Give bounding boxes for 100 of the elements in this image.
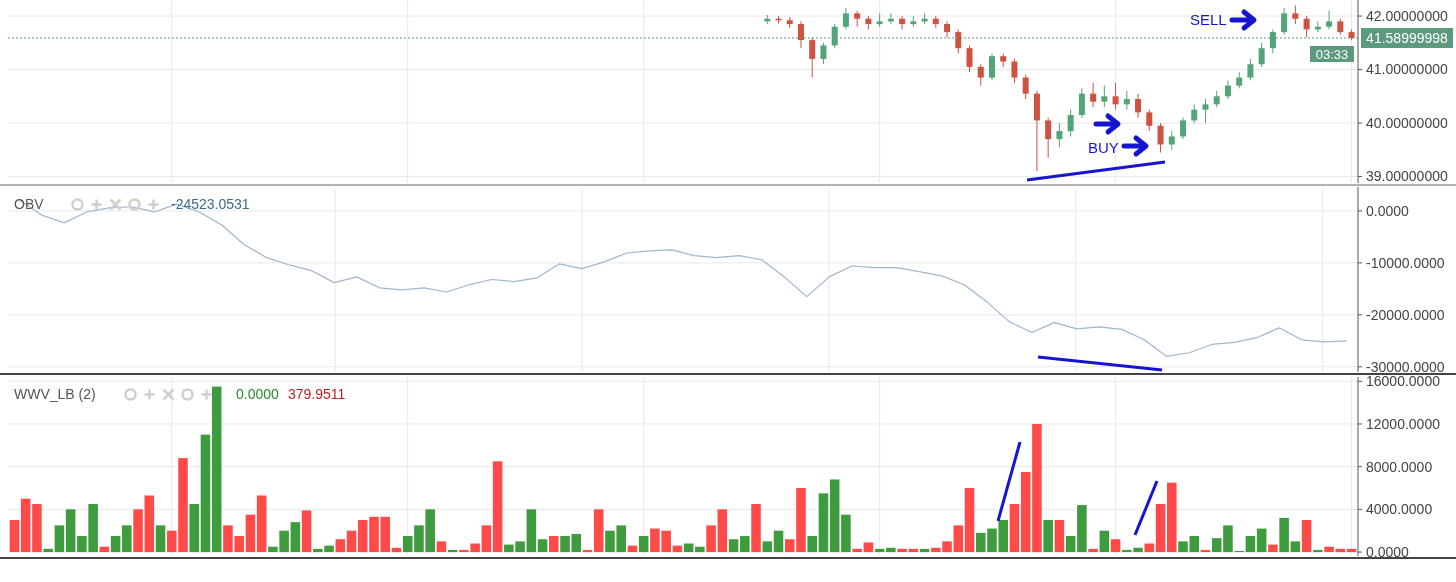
bar — [54, 525, 65, 553]
annotation: 0.0000 — [236, 386, 280, 402]
bar — [20, 498, 31, 553]
bar — [1054, 520, 1065, 553]
bar — [133, 509, 143, 553]
bar — [1279, 517, 1289, 553]
bar — [526, 509, 537, 553]
bar — [1313, 549, 1323, 553]
bar — [1077, 505, 1087, 553]
bar — [863, 542, 874, 553]
candlestick — [1326, 10, 1333, 30]
candlestick — [1168, 130, 1175, 151]
bar — [1032, 423, 1042, 553]
bar — [549, 536, 559, 553]
bar — [43, 548, 53, 553]
text: OBV — [14, 196, 45, 212]
candlestick — [899, 15, 906, 30]
candlestick — [1303, 15, 1310, 38]
bar — [773, 530, 784, 553]
bar — [245, 514, 256, 553]
bar — [1155, 504, 1166, 553]
candlestick — [1146, 109, 1153, 132]
bar — [346, 530, 357, 553]
bar — [1009, 504, 1020, 553]
bar — [740, 536, 750, 553]
candlestick — [842, 7, 849, 30]
bar — [1020, 472, 1031, 553]
candlestick — [944, 20, 951, 38]
bar — [1211, 538, 1222, 553]
bar — [402, 536, 413, 553]
bar — [144, 495, 155, 553]
candlestick — [1135, 93, 1142, 119]
bar — [335, 539, 346, 553]
bar — [492, 461, 503, 553]
candlestick — [1011, 58, 1018, 84]
bar — [762, 541, 773, 553]
annotation: 379.9511 — [288, 386, 346, 402]
bar — [200, 434, 211, 553]
candlestick — [1180, 117, 1186, 140]
y-tick-label: 0.0000 — [1366, 543, 1410, 560]
bar — [447, 549, 458, 553]
y-tick-label: -30000.0000 — [1366, 358, 1445, 375]
bar — [155, 525, 166, 553]
candlestick — [966, 44, 973, 73]
bar — [110, 536, 121, 553]
bar — [1099, 530, 1110, 553]
candlestick — [809, 36, 816, 79]
y-tick-label: 12000.0000 — [1366, 415, 1441, 432]
y-tick-label: 40.00000000 — [1366, 114, 1448, 131]
bar — [751, 504, 761, 553]
candlestick — [1191, 103, 1198, 124]
bar — [1268, 544, 1278, 553]
bar — [481, 525, 492, 553]
annotation: 03:33 — [1315, 47, 1349, 62]
candlestick — [1281, 7, 1288, 36]
ref-line-label: 41.58999998 — [1366, 29, 1449, 46]
candlestick — [1078, 87, 1085, 119]
annotation: SELL — [1190, 11, 1227, 28]
bar — [1065, 536, 1076, 553]
bar — [897, 548, 907, 553]
candlestick — [955, 28, 962, 55]
bar — [189, 504, 200, 553]
bar — [593, 509, 604, 553]
bar — [841, 514, 851, 553]
bar — [818, 493, 829, 553]
bar — [436, 541, 447, 553]
bar — [1256, 528, 1267, 553]
bar — [32, 504, 42, 553]
bar — [852, 548, 862, 553]
y-tick-label: 4000.0000 — [1366, 501, 1433, 518]
bar — [1301, 520, 1312, 553]
bar — [1245, 536, 1256, 553]
bar — [1324, 546, 1334, 553]
annotation: BUY — [1088, 139, 1119, 156]
candlestick — [1247, 58, 1254, 81]
bar — [537, 539, 548, 553]
bar — [1200, 549, 1211, 553]
y-tick-label: 16000.0000 — [1366, 373, 1441, 390]
y-tick-label: 39.00000000 — [1366, 168, 1448, 185]
candlestick — [988, 53, 995, 81]
candlestick — [1224, 79, 1231, 100]
y-tick-label: -20000.0000 — [1366, 306, 1445, 323]
y-tick-label: 8000.0000 — [1366, 458, 1433, 475]
bar — [1088, 548, 1098, 553]
bar — [706, 525, 716, 553]
candlestick — [820, 42, 827, 65]
candlestick — [1258, 42, 1265, 68]
bar — [695, 546, 705, 553]
bar — [301, 510, 312, 553]
candlestick — [1022, 74, 1029, 100]
candlestick — [1090, 82, 1097, 108]
bar — [582, 549, 593, 553]
y-tick-label: 42.00000000 — [1366, 7, 1448, 24]
text: WWV_LB (2) — [14, 386, 96, 402]
bar — [256, 495, 267, 553]
y-tick-label: -10000.0000 — [1366, 254, 1445, 271]
bar — [122, 525, 132, 553]
bar — [807, 536, 817, 553]
bar — [1166, 482, 1177, 553]
bar — [638, 536, 649, 553]
